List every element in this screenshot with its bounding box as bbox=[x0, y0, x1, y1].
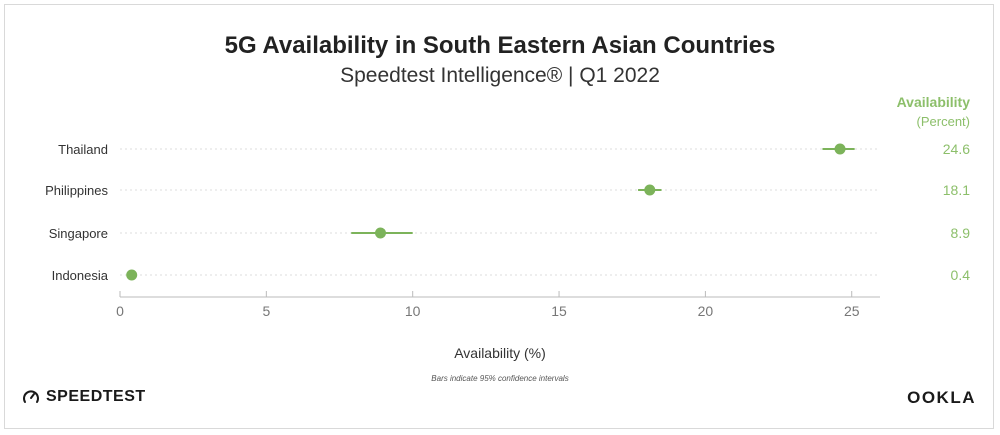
value-label: 8.9 bbox=[951, 225, 971, 241]
data-point bbox=[374, 227, 386, 239]
chart-frame bbox=[4, 4, 994, 429]
x-tick-label: 20 bbox=[698, 303, 714, 319]
x-tick-label: 10 bbox=[405, 303, 421, 319]
x-tick-label: 25 bbox=[844, 303, 860, 319]
category-label: Singapore bbox=[49, 226, 108, 241]
chart-subtitle: Speedtest Intelligence® | Q1 2022 bbox=[340, 64, 660, 87]
value-column-header: Availability bbox=[897, 94, 971, 110]
speedtest-logo: SPEEDTEST bbox=[22, 388, 146, 406]
data-point bbox=[126, 269, 138, 281]
speedometer-icon bbox=[23, 390, 39, 403]
value-column-header: (Percent) bbox=[917, 114, 970, 129]
speedtest-logo-text: SPEEDTEST bbox=[46, 388, 146, 405]
category-label: Indonesia bbox=[52, 268, 109, 283]
data-point bbox=[834, 143, 846, 155]
value-label: 18.1 bbox=[943, 182, 970, 198]
value-label: 24.6 bbox=[943, 141, 970, 157]
data-point bbox=[644, 184, 656, 196]
category-label: Thailand bbox=[58, 142, 108, 157]
chart-note: Bars indicate 95% confidence intervals bbox=[431, 374, 568, 383]
x-tick-label: 5 bbox=[262, 303, 270, 319]
x-tick-label: 0 bbox=[116, 303, 124, 319]
category-label: Philippines bbox=[45, 183, 108, 198]
x-axis-title: Availability (%) bbox=[454, 345, 546, 361]
value-label: 0.4 bbox=[951, 267, 971, 283]
chart-title: 5G Availability in South Eastern Asian C… bbox=[224, 32, 776, 59]
x-tick-label: 15 bbox=[551, 303, 567, 319]
ookla-logo: OOKLA bbox=[907, 388, 976, 407]
